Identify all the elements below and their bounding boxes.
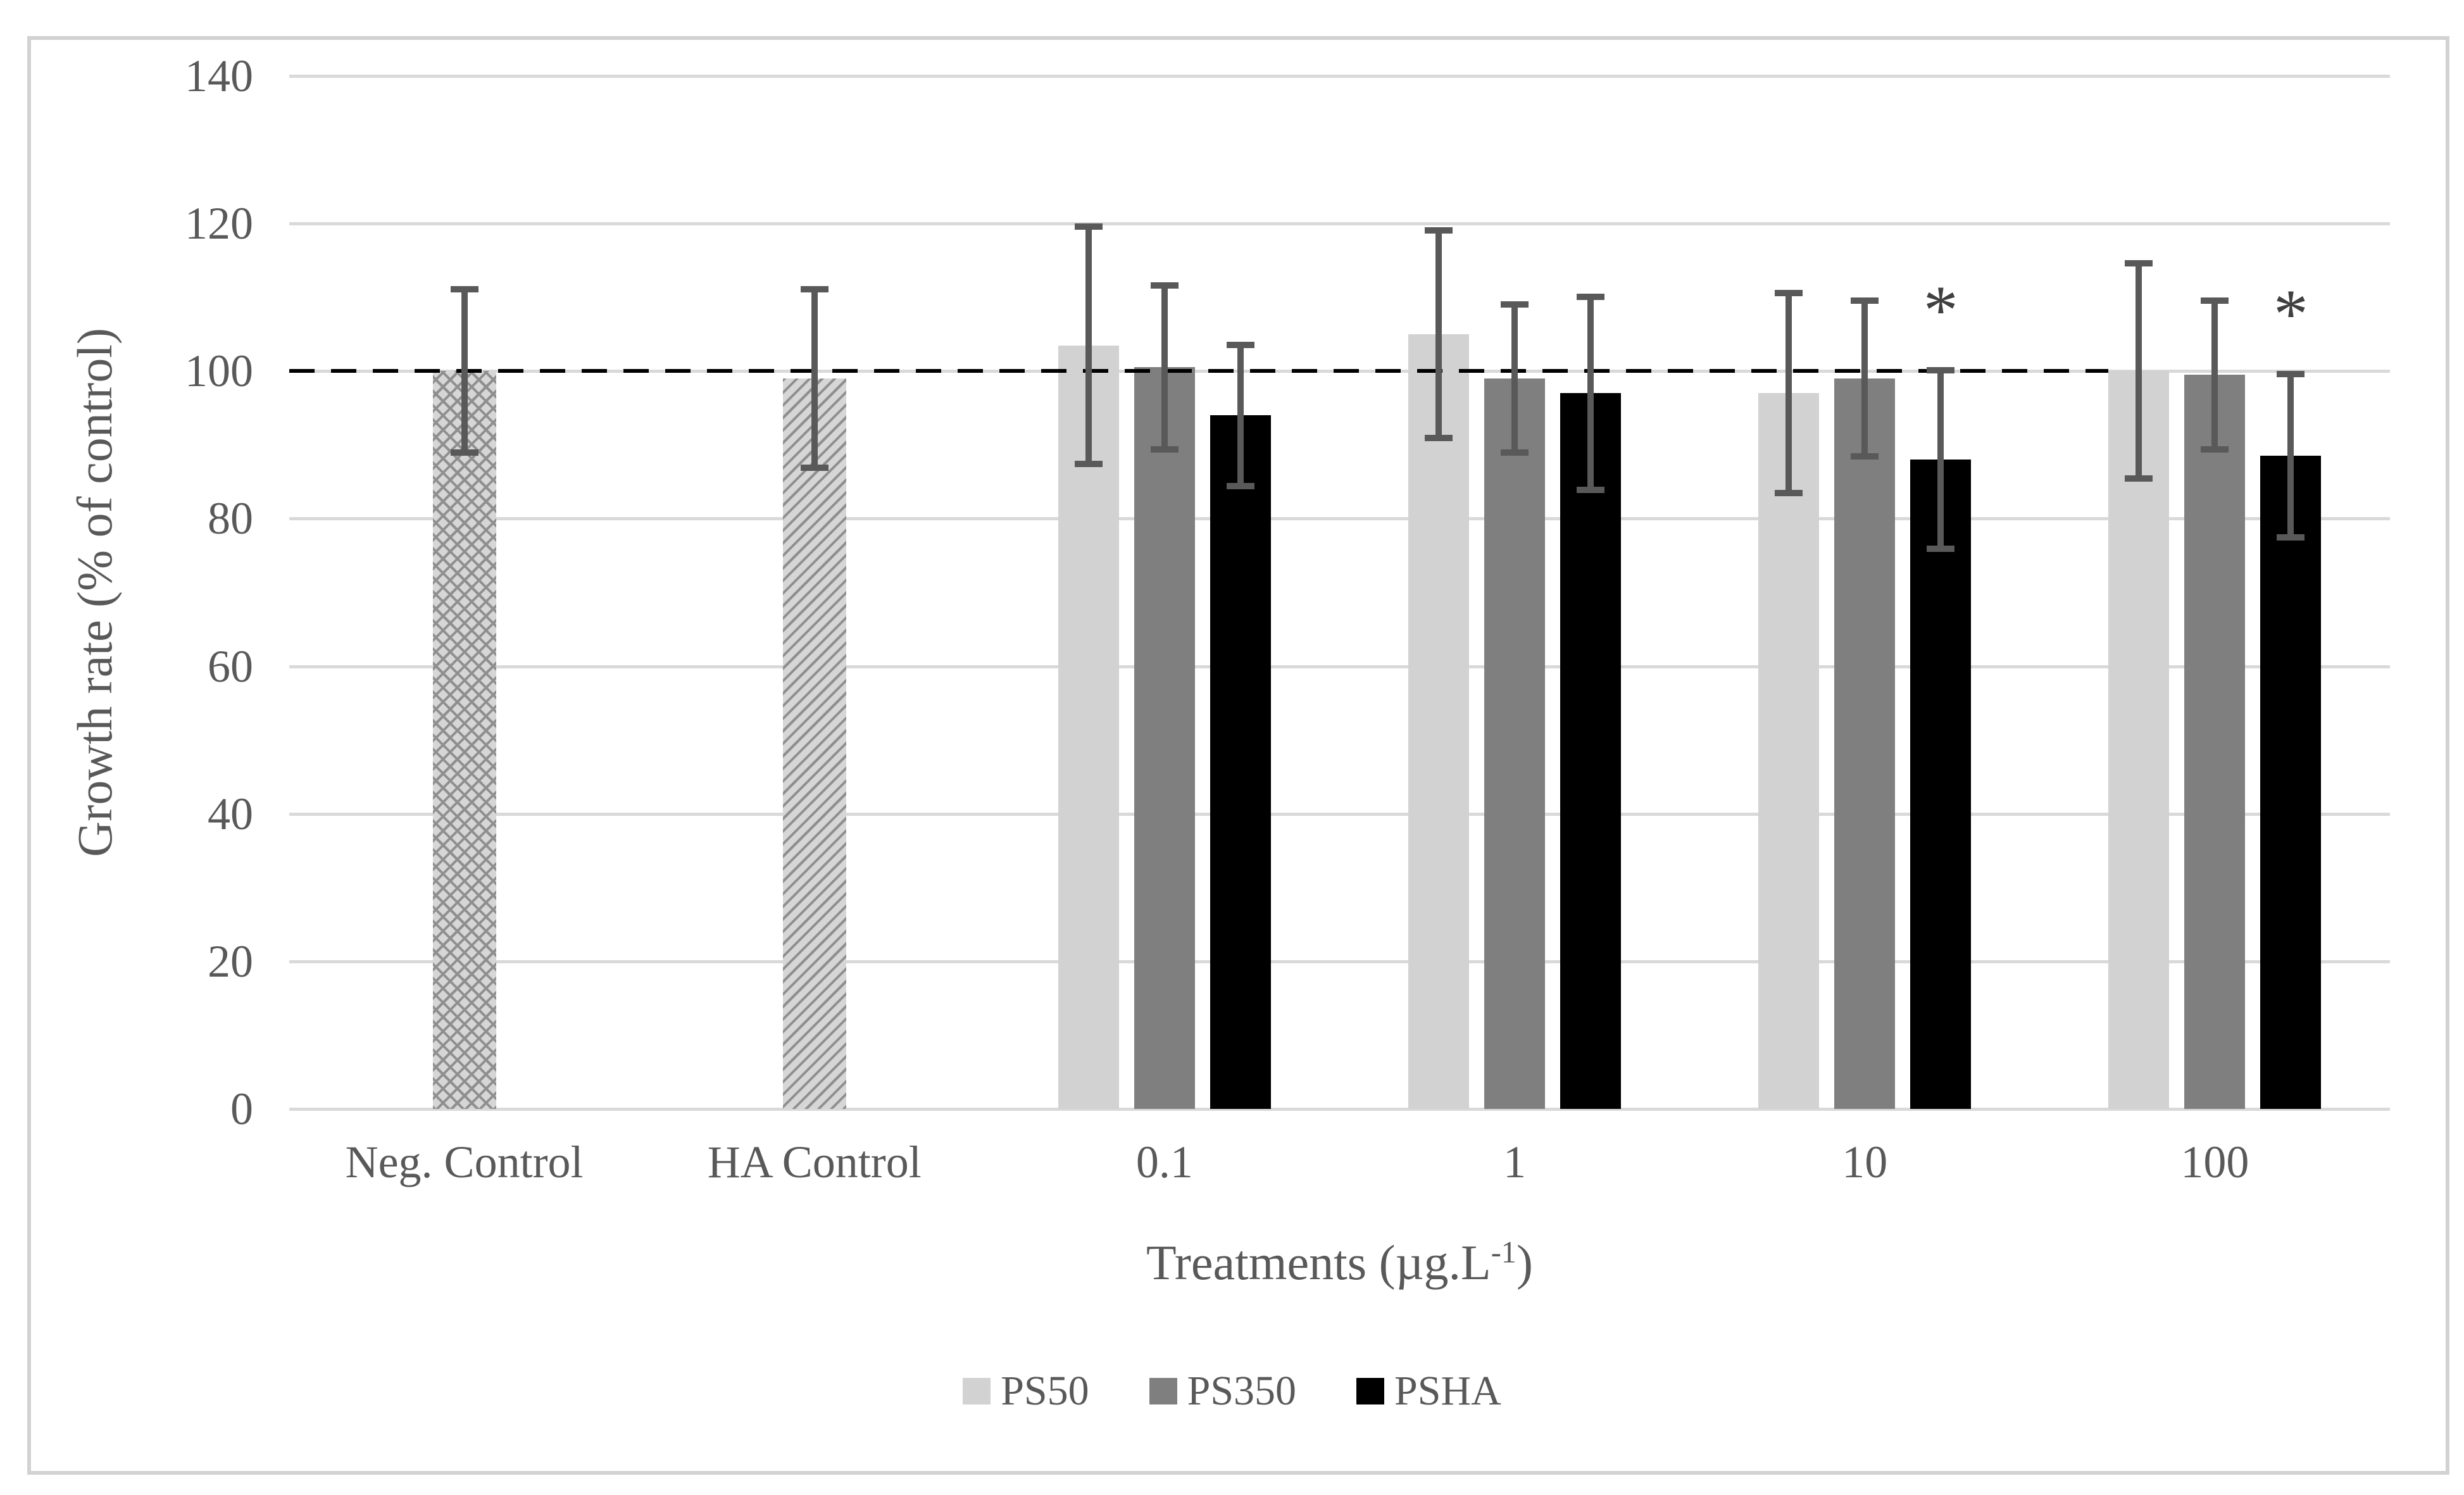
error-bar-neg-control-group-1 xyxy=(461,286,468,456)
error-bar-top-cap xyxy=(1226,341,1254,348)
gridline-20 xyxy=(289,960,2390,963)
bar-ps50-group-6 xyxy=(2108,371,2170,1109)
legend-swatch-psha-icon xyxy=(1356,1378,1385,1404)
error-bar-bottom-cap xyxy=(800,464,829,471)
gridline-120 xyxy=(289,222,2390,226)
error-bar-bottom-cap xyxy=(2201,446,2229,453)
y-tick-label-60: 60 xyxy=(208,641,253,692)
y-tick-label-40: 40 xyxy=(208,788,253,839)
x-axis-title: Treatments (µg.L-1) xyxy=(289,1234,2390,1291)
error-bar-bottom-cap xyxy=(2277,534,2305,541)
error-bar-top-cap xyxy=(1501,301,1529,308)
error-bar-bottom-cap xyxy=(1501,449,1529,456)
y-tick-label-20: 20 xyxy=(208,935,253,987)
error-bar-bottom-cap xyxy=(1927,545,1955,552)
error-bar-bottom-cap xyxy=(1150,446,1179,453)
error-bar-bottom-cap xyxy=(1226,482,1254,489)
error-bar-ps50-group-3 xyxy=(1085,223,1092,467)
legend-swatch-ps350-icon xyxy=(1149,1378,1177,1404)
error-bar-top-cap xyxy=(1150,282,1179,289)
legend-swatch-ps50-icon xyxy=(963,1378,991,1404)
error-bar-ps350-group-5 xyxy=(1861,297,1868,460)
error-bar-top-cap xyxy=(1425,227,1453,234)
legend-item-psha: PSHA xyxy=(1356,1370,1501,1412)
error-bar-bottom-cap xyxy=(1775,490,1803,497)
error-bar-bottom-cap xyxy=(1577,486,1605,493)
y-axis-title: Growth rate (% of control) xyxy=(67,327,122,858)
bar-ps350-group-5 xyxy=(1834,378,1896,1109)
legend-label-psha: PSHA xyxy=(1394,1368,1501,1414)
y-tick-label-140: 140 xyxy=(185,51,253,102)
error-bar-top-cap xyxy=(1074,223,1103,230)
error-bar-psha-group-3 xyxy=(1237,341,1244,489)
bar-ha-control-group-2 xyxy=(782,378,846,1109)
legend: PS50 PS350 PSHA xyxy=(0,1370,2464,1412)
x-axis-title-suffix: ) xyxy=(1516,1235,1533,1290)
error-bar-top-cap xyxy=(2125,260,2153,267)
error-bar-top-cap xyxy=(1577,293,1605,300)
legend-item-ps350: PS350 xyxy=(1149,1370,1296,1412)
error-bar-top-cap xyxy=(2201,297,2229,304)
bar-ps50-group-4 xyxy=(1408,334,1470,1109)
error-bar-ps350-group-4 xyxy=(1511,301,1518,456)
y-tick-label-80: 80 xyxy=(208,493,253,544)
x-axis-title-text: Treatments (µg.L xyxy=(1146,1235,1491,1290)
error-bar-top-cap xyxy=(450,286,478,293)
error-bar-ps350-group-3 xyxy=(1161,282,1168,453)
gridline-0 xyxy=(289,1108,2390,1111)
bar-ps50-group-5 xyxy=(1758,393,1820,1109)
legend-label-ps50: PS50 xyxy=(1001,1368,1089,1414)
x-axis-title-superscript: -1 xyxy=(1491,1235,1517,1270)
bar-psha-group-3 xyxy=(1210,415,1271,1109)
category-label-1: 1 xyxy=(1503,1137,1527,1187)
bar-ps50-group-3 xyxy=(1058,345,1119,1109)
error-bar-psha-group-4 xyxy=(1587,293,1594,493)
y-tick-label-100: 100 xyxy=(185,346,253,397)
legend-item-ps50: PS50 xyxy=(963,1370,1089,1412)
error-bar-psha-group-6 xyxy=(2287,371,2294,541)
bar-psha-group-5 xyxy=(1910,460,1972,1109)
error-bar-bottom-cap xyxy=(1074,460,1103,467)
error-bar-top-cap xyxy=(1775,290,1803,297)
legend-label-ps350: PS350 xyxy=(1187,1368,1297,1414)
category-label-neg-control: Neg. Control xyxy=(345,1137,584,1187)
category-label-100: 100 xyxy=(2180,1137,2249,1187)
gridline-140 xyxy=(289,75,2390,78)
error-bar-psha-group-5 xyxy=(1937,367,1944,552)
error-bar-bottom-cap xyxy=(1851,453,1879,460)
error-bar-top-cap xyxy=(800,286,829,293)
error-bar-ha-control-group-2 xyxy=(811,286,818,471)
error-bar-top-cap xyxy=(2277,371,2305,378)
bar-psha-group-6 xyxy=(2260,456,2322,1109)
gridline-80 xyxy=(289,517,2390,521)
gridline-60 xyxy=(289,665,2390,668)
gridline-40 xyxy=(289,812,2390,816)
error-bar-ps50-group-4 xyxy=(1435,227,1442,442)
reference-line-100 xyxy=(289,369,2109,373)
category-label-ha-control: HA Control xyxy=(707,1137,922,1187)
significance-asterisk-psha-group-6: * xyxy=(2273,275,2308,353)
bar-psha-group-4 xyxy=(1560,393,1622,1109)
error-bar-ps50-group-5 xyxy=(1785,290,1792,497)
bar-ps350-group-3 xyxy=(1134,367,1195,1109)
y-tick-label-0: 0 xyxy=(230,1084,253,1134)
error-bar-bottom-cap xyxy=(1425,435,1453,442)
bar-ps350-group-4 xyxy=(1484,378,1546,1109)
error-bar-ps350-group-6 xyxy=(2211,297,2218,453)
bar-neg-control-group-1 xyxy=(432,371,496,1109)
error-bar-bottom-cap xyxy=(450,449,478,456)
category-label-10: 10 xyxy=(1842,1137,1888,1187)
category-label-0-1: 0.1 xyxy=(1135,1137,1193,1187)
bar-ps350-group-6 xyxy=(2184,375,2246,1109)
y-tick-label-120: 120 xyxy=(185,198,253,249)
error-bar-ps50-group-6 xyxy=(2136,260,2142,482)
error-bar-bottom-cap xyxy=(2125,475,2153,482)
error-bar-top-cap xyxy=(1851,297,1879,304)
error-bar-top-cap xyxy=(1927,367,1955,374)
significance-asterisk-psha-group-5: * xyxy=(1923,272,1958,349)
